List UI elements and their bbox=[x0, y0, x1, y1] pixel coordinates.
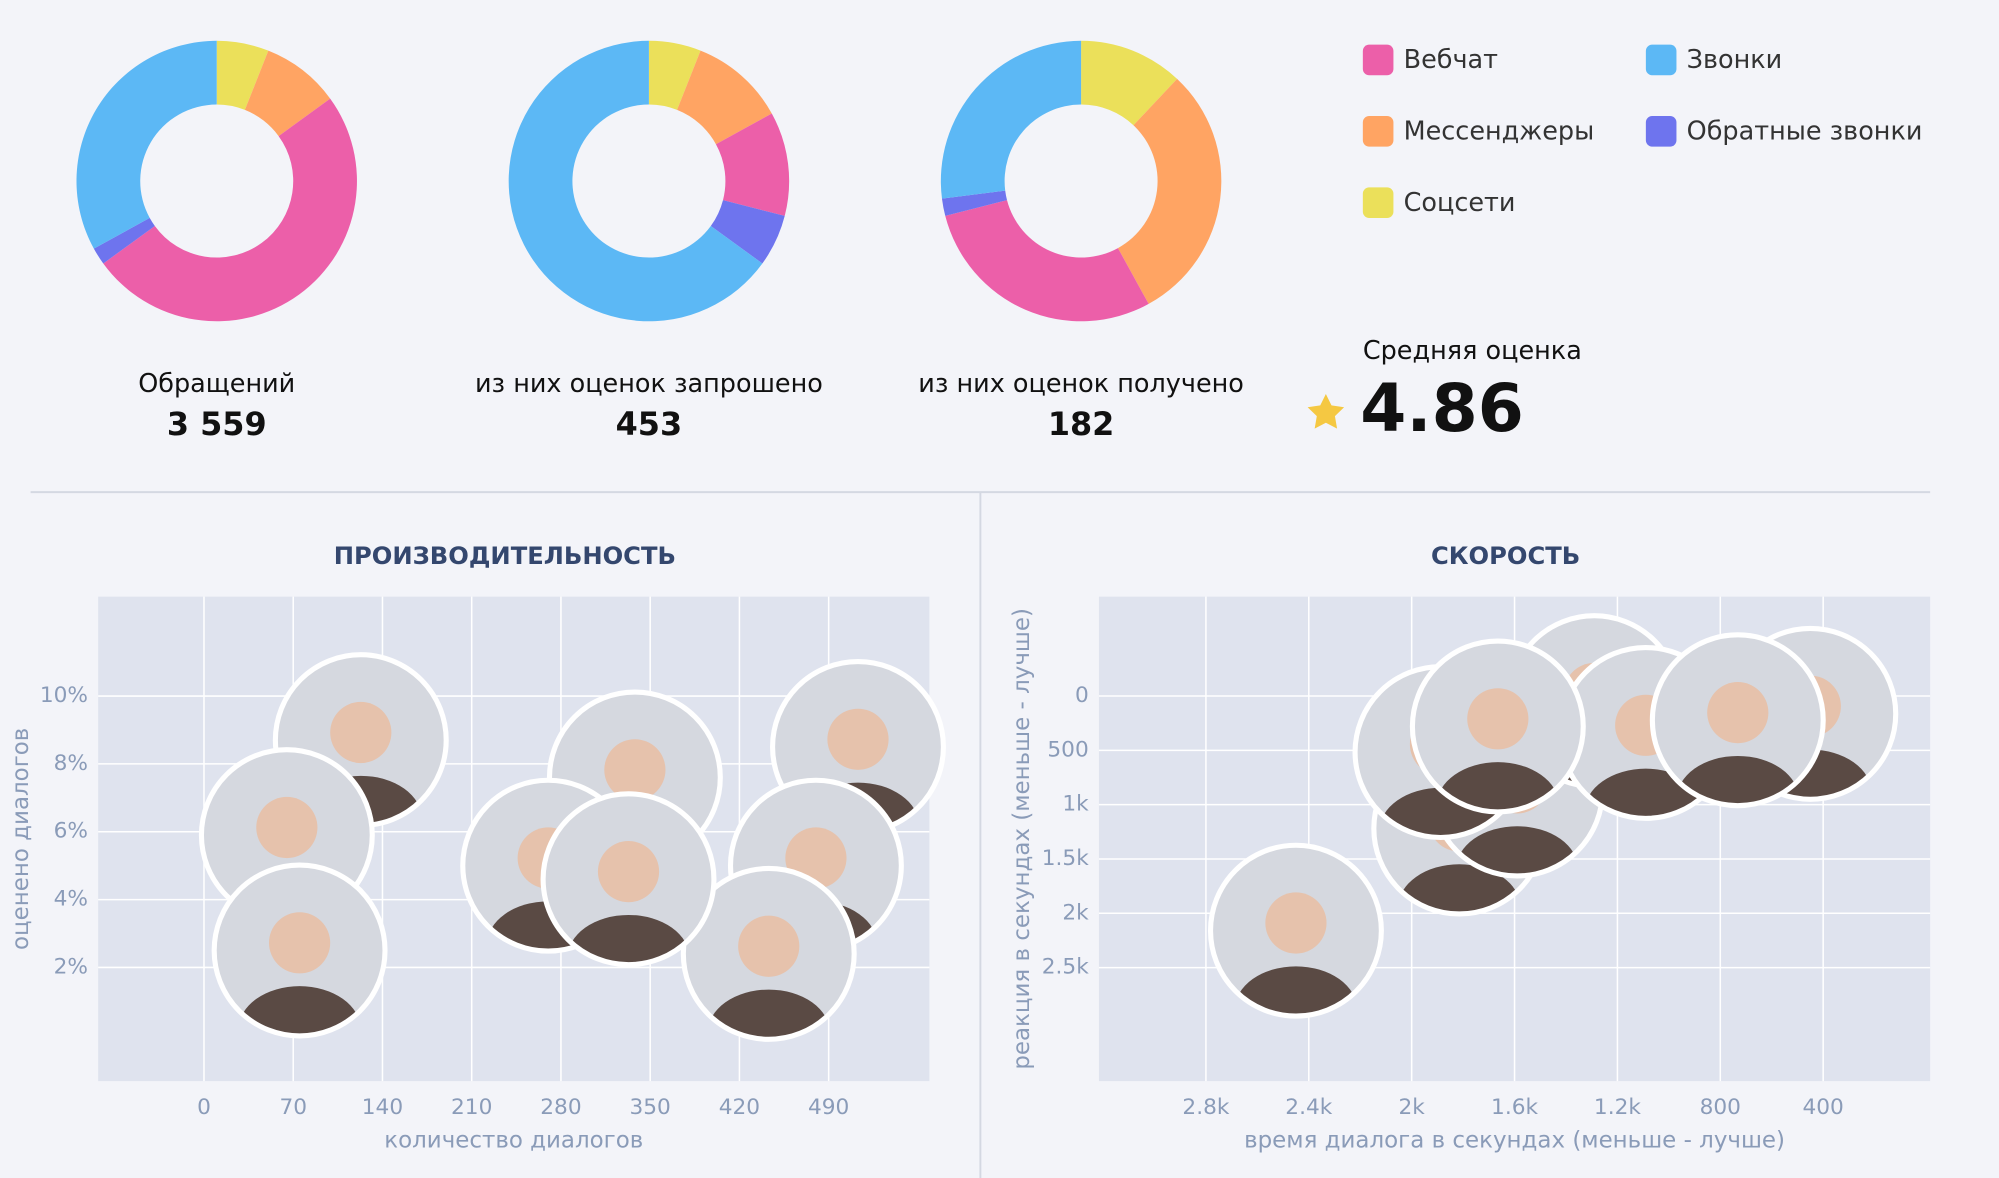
x-tick-label: 70 bbox=[279, 1095, 307, 1120]
donut-label: из них оценок получено bbox=[918, 369, 1244, 399]
donut-segment bbox=[76, 40, 217, 249]
avatar-body bbox=[1676, 755, 1799, 805]
avatar-head bbox=[268, 912, 331, 974]
legend-swatch bbox=[1362, 187, 1394, 219]
charts: Обращений 3 559 из них оценок запрошено 453… bbox=[8, 40, 1931, 1154]
y-tick-label: 1.5k bbox=[1042, 846, 1089, 871]
y-tick-label: 4% bbox=[54, 887, 88, 912]
donut-segment bbox=[1081, 40, 1178, 126]
x-tick-label: 280 bbox=[540, 1095, 581, 1120]
avatar-body bbox=[238, 986, 361, 1035]
avatar-head bbox=[1265, 892, 1327, 954]
donut-segment bbox=[244, 50, 331, 137]
avatar-head bbox=[1467, 688, 1529, 750]
x-tick-label: 350 bbox=[630, 1095, 671, 1120]
x-tick-label: 0 bbox=[197, 1095, 211, 1120]
legend-label: Мессенджеры bbox=[1404, 117, 1595, 147]
legend-swatch bbox=[1645, 44, 1677, 76]
x-tick-label: 420 bbox=[719, 1095, 760, 1120]
donut-segment bbox=[648, 40, 701, 110]
donut-total: 453 bbox=[616, 405, 683, 443]
avatar-head bbox=[1707, 682, 1769, 744]
x-tick-label: 140 bbox=[362, 1095, 403, 1120]
donut-label: из них оценок запрошено bbox=[475, 369, 823, 399]
star-icon bbox=[1307, 393, 1345, 429]
y-tick-label: 1k bbox=[1062, 792, 1089, 817]
legend-label: Обратные звонки bbox=[1687, 117, 1923, 147]
x-tick-label: 400 bbox=[1802, 1095, 1843, 1120]
avatar-head bbox=[256, 796, 318, 859]
donut-segment bbox=[508, 40, 763, 322]
avatar-bubble bbox=[680, 865, 857, 1042]
avatar-body bbox=[707, 989, 830, 1039]
donut-label: Обращений bbox=[138, 369, 295, 399]
donut-total: 3 559 bbox=[167, 405, 267, 443]
legend-label: Звонки bbox=[1687, 45, 1783, 75]
avatar-head bbox=[597, 840, 660, 903]
avatar-bubble bbox=[1409, 638, 1586, 815]
avatar-border bbox=[211, 862, 388, 1039]
donut-segment bbox=[940, 40, 1082, 199]
donut-segment bbox=[216, 40, 269, 110]
section-title: СКОРОСТЬ bbox=[1431, 542, 1580, 570]
y-tick-label: 2.5k bbox=[1042, 955, 1089, 980]
donut-segment bbox=[93, 217, 155, 264]
donut-segment bbox=[941, 190, 1008, 216]
section-title: ПРОИЗВОДИТЕЛЬНОСТЬ bbox=[334, 542, 676, 570]
avatar-bubble bbox=[211, 862, 388, 1039]
x-tick-label: 1.2k bbox=[1594, 1095, 1641, 1120]
avatar-border bbox=[1207, 842, 1384, 1019]
x-axis-title: количество диалогов bbox=[384, 1128, 643, 1154]
avatar-bubble bbox=[1649, 632, 1826, 809]
x-tick-label: 1.6k bbox=[1491, 1095, 1538, 1120]
avatar-body bbox=[1584, 768, 1707, 818]
y-tick-label: 8% bbox=[54, 751, 88, 776]
donut-segment bbox=[715, 113, 790, 216]
legend-swatch bbox=[1362, 116, 1394, 147]
x-tick-label: 2.8k bbox=[1182, 1095, 1229, 1120]
y-tick-label: 0 bbox=[1075, 683, 1089, 708]
avatar-head bbox=[604, 739, 666, 801]
rating-value: 4.86 bbox=[1360, 369, 1524, 447]
rating-label: Средняя оценка bbox=[1363, 336, 1582, 366]
x-tick-label: 2.4k bbox=[1285, 1095, 1332, 1120]
legend-swatch bbox=[1645, 116, 1677, 147]
donut-total: 182 bbox=[1048, 405, 1115, 443]
avatar-body bbox=[567, 914, 690, 964]
x-tick-label: 800 bbox=[1700, 1095, 1741, 1120]
y-tick-label: 10% bbox=[40, 683, 88, 708]
avatar-head bbox=[330, 701, 392, 764]
y-tick-label: 2% bbox=[54, 954, 88, 979]
avatar-border bbox=[680, 865, 857, 1042]
avatar-head bbox=[738, 915, 800, 977]
avatar-border bbox=[1649, 632, 1826, 809]
donut-segment bbox=[710, 200, 785, 264]
legend-label: Вебчат bbox=[1404, 45, 1499, 75]
x-tick-label: 490 bbox=[808, 1095, 849, 1120]
legend-swatch bbox=[1362, 44, 1394, 76]
avatar-body bbox=[1455, 826, 1579, 875]
x-tick-label: 210 bbox=[451, 1095, 492, 1120]
avatar-border bbox=[540, 791, 717, 968]
y-tick-label: 500 bbox=[1047, 737, 1088, 762]
y-axis-title: оценено диалогов bbox=[8, 728, 34, 950]
avatar-bubble bbox=[1207, 842, 1384, 1019]
avatar-body bbox=[1234, 966, 1358, 1015]
x-tick-label: 2k bbox=[1399, 1095, 1426, 1120]
y-tick-label: 2k bbox=[1062, 900, 1089, 925]
donut-segment bbox=[677, 50, 772, 145]
avatar-head bbox=[827, 708, 889, 770]
avatar-body bbox=[1398, 864, 1521, 913]
avatar-bubble bbox=[540, 791, 717, 968]
legend-label: Соцсети bbox=[1404, 188, 1516, 218]
avatar-border bbox=[1409, 638, 1586, 815]
x-axis-title: время диалога в секундах (меньше - лучше… bbox=[1244, 1128, 1785, 1154]
donut-segment bbox=[945, 200, 1149, 322]
donut-segment bbox=[1117, 78, 1222, 304]
y-tick-label: 6% bbox=[54, 819, 88, 844]
y-axis-title: реакция в секундах (меньше - лучше) bbox=[1009, 608, 1035, 1070]
donut-segment bbox=[103, 98, 357, 322]
avatar-body bbox=[1436, 762, 1560, 811]
